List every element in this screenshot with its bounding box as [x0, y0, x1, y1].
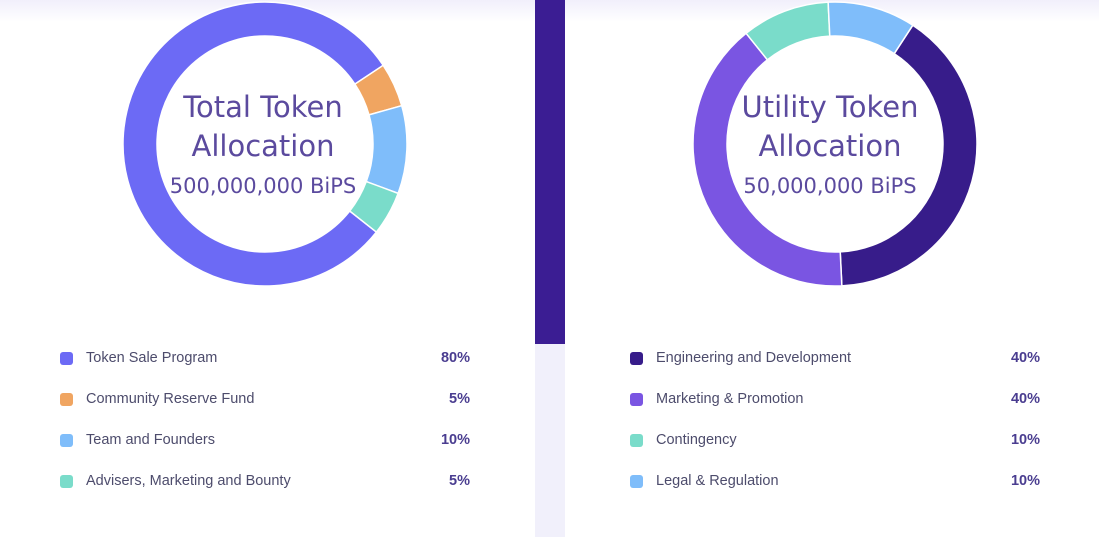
divider-bar: [535, 0, 565, 344]
slice-advisers-marketing-and-bounty: [348, 180, 400, 234]
legend-percentage: 10%: [440, 432, 470, 448]
legend-swatch: [60, 475, 73, 488]
legend-label: Contingency: [656, 432, 737, 448]
legend-item-legal-and-regulation: Legal & Regulation 10%: [630, 471, 1040, 512]
legend-label: Token Sale Program: [86, 350, 218, 366]
legend-percentage: 5%: [449, 391, 470, 407]
utility-token-legend: Engineering and Development 40% Marketing …: [630, 348, 1040, 512]
total-token-legend: Token Sale Program 80% Community Reserve F…: [60, 348, 470, 512]
legend-item-advisers-marketing-and-bounty: Advisers, Marketing and Bounty 5%: [60, 471, 470, 512]
legend-item-contingency: Contingency 10%: [630, 430, 1040, 471]
legend-percentage: 80%: [440, 350, 470, 366]
legend-item-marketing-and-promotion: Marketing & Promotion 40%: [630, 389, 1040, 430]
legend-item-team-and-founders: Team and Founders 10%: [60, 430, 470, 471]
legend-swatch: [630, 352, 643, 365]
total-token-donut-chart: [122, 1, 408, 287]
chart-title-line-2: Allocation: [758, 129, 902, 163]
legend-swatch: [60, 434, 73, 447]
legend-item-community-reserve-fund: Community Reserve Fund 5%: [60, 389, 470, 430]
utility-token-center-label: Utility Token Allocation 50,000,000 BiPS: [710, 88, 950, 201]
total-token-panel: Total Token Allocation 500,000,000 BiPS …: [0, 0, 535, 537]
legend-swatch: [60, 352, 73, 365]
chart-title-line-1: Utility Token: [741, 90, 919, 124]
legend-label: Community Reserve Fund: [86, 391, 255, 407]
legend-percentage: 40%: [1010, 350, 1040, 366]
chart-title-line-2: Allocation: [191, 129, 335, 163]
legend-percentage: 5%: [449, 473, 470, 489]
utility-token-donut-chart: [692, 1, 978, 287]
legend-item-engineering-and-development: Engineering and Development 40%: [630, 348, 1040, 389]
legend-percentage: 10%: [1010, 432, 1040, 448]
legend-label: Engineering and Development: [656, 350, 852, 366]
total-supply-amount: 500,000,000 BiPS: [169, 174, 357, 198]
legend-label: Marketing & Promotion: [656, 391, 804, 407]
slice-token-sale-program: [122, 1, 385, 287]
legend-item-token-sale-program: Token Sale Program 80%: [60, 348, 470, 389]
legend-swatch: [630, 475, 643, 488]
legend-label: Team and Founders: [86, 432, 215, 448]
legend-swatch: [630, 434, 643, 447]
legend-label: Legal & Regulation: [656, 473, 779, 489]
chart-title-line-1: Total Token: [183, 90, 343, 124]
utility-token-panel: Utility Token Allocation 50,000,000 BiPS…: [565, 0, 1099, 537]
utility-supply-amount: 50,000,000 BiPS: [743, 174, 917, 198]
legend-swatch: [630, 393, 643, 406]
legend-label: Advisers, Marketing and Bounty: [86, 473, 291, 489]
legend-swatch: [60, 393, 73, 406]
legend-percentage: 10%: [1010, 473, 1040, 489]
slice-legal-and-regulation: [827, 1, 914, 55]
legend-percentage: 40%: [1010, 391, 1040, 407]
total-token-center-label: Total Token Allocation 500,000,000 BiPS: [143, 88, 383, 201]
